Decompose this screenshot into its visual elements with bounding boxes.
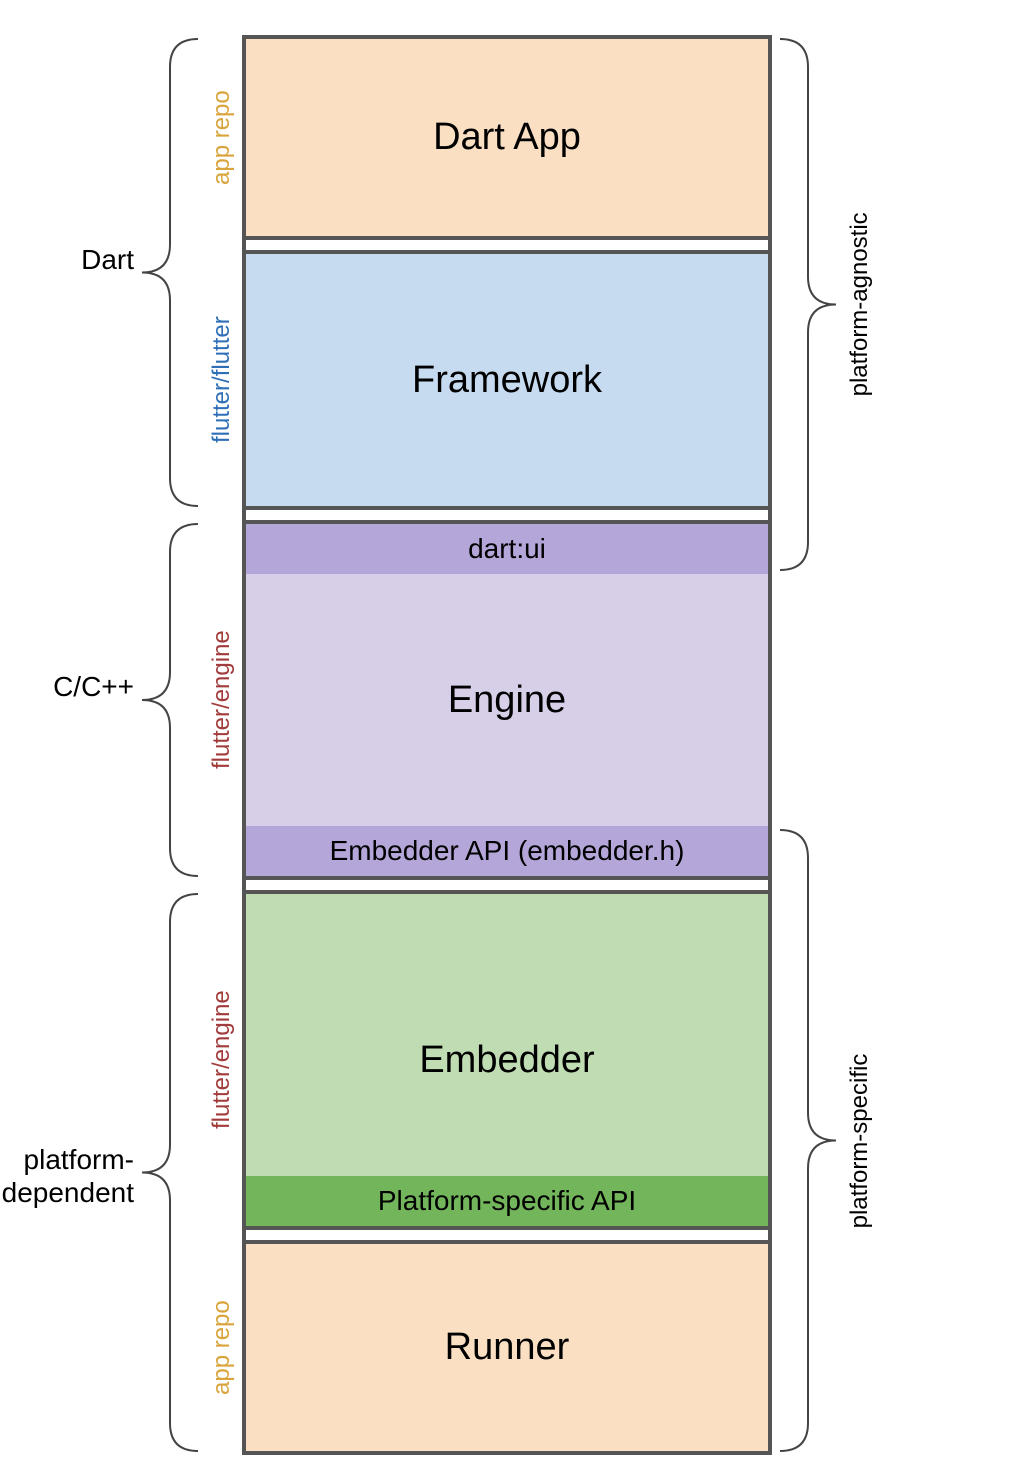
right-group-label-specific: platform-specific bbox=[846, 952, 874, 1329]
architecture-diagram: Dart AppFrameworkEngineEmbedderRunnerdar… bbox=[0, 0, 1024, 1483]
